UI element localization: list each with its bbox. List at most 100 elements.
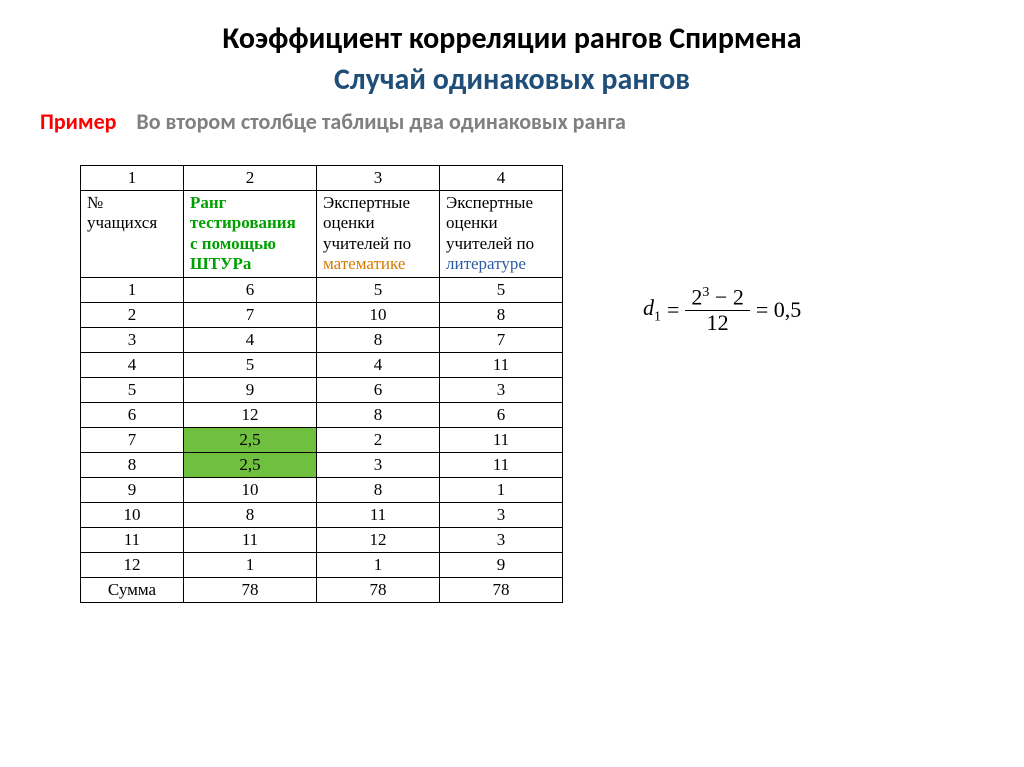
hdr3-l4: математике <box>323 254 405 273</box>
hdr3-l2: оценки <box>323 213 375 232</box>
table-cell: 12 <box>184 402 317 427</box>
hdr4-l2: оценки <box>446 213 498 232</box>
table-wrap: 1 2 3 4 № учащихся Ранг тестирования с п… <box>80 165 563 603</box>
table-cell: 4 <box>317 352 440 377</box>
table-cell: 8 <box>81 452 184 477</box>
table-cell: 11 <box>317 502 440 527</box>
table-cell: 8 <box>317 402 440 427</box>
colnum-2: 2 <box>184 166 317 191</box>
table-cell: 6 <box>440 402 563 427</box>
table-cell: 7 <box>440 327 563 352</box>
table-cell: 1 <box>317 552 440 577</box>
table-cell: 5 <box>184 352 317 377</box>
title-main: Коэффициент корреляции рангов Спирмена <box>40 20 984 57</box>
header-col2: Ранг тестирования с помощью ШТУРа <box>184 191 317 278</box>
table-cell: 9 <box>440 552 563 577</box>
table-cell: 11 <box>440 427 563 452</box>
formula: d1 = 23 − 2 12 = 0,5 <box>643 285 801 335</box>
num-base: 2 <box>691 284 702 309</box>
table-cell: 10 <box>184 477 317 502</box>
formula-den: 12 <box>701 311 735 335</box>
header-col4: Экспертные оценки учителей по литературе <box>440 191 563 278</box>
table-cell: 4 <box>184 327 317 352</box>
table-cell: 4 <box>81 352 184 377</box>
table-row: 61286 <box>81 402 563 427</box>
table-cell: 9 <box>81 477 184 502</box>
hdr3-l1: Экспертные <box>323 193 410 212</box>
formula-frac: 23 − 2 12 <box>685 285 749 335</box>
table-row: 108113 <box>81 502 563 527</box>
table-cell: 5 <box>440 277 563 302</box>
table-row: 72,5211 <box>81 427 563 452</box>
sum-col4: 78 <box>440 577 563 602</box>
formula-num: 23 − 2 <box>685 285 749 311</box>
table-cell: 2,5 <box>184 452 317 477</box>
table-cell: 6 <box>317 377 440 402</box>
table-cell: 11 <box>81 527 184 552</box>
table-row: 1111123 <box>81 527 563 552</box>
table-cell: 6 <box>184 277 317 302</box>
table-cell: 1 <box>440 477 563 502</box>
table-cell: 11 <box>440 452 563 477</box>
table-cell: 3 <box>440 377 563 402</box>
table-cell: 7 <box>81 427 184 452</box>
table-cell: 7 <box>184 302 317 327</box>
table-cell: 8 <box>317 477 440 502</box>
table-row: 27108 <box>81 302 563 327</box>
table-cell: 1 <box>81 277 184 302</box>
table-cell: 5 <box>81 377 184 402</box>
colnum-4: 4 <box>440 166 563 191</box>
table-row: 5963 <box>81 377 563 402</box>
table-sum-row: Сумма 78 78 78 <box>81 577 563 602</box>
formula-var: d <box>643 295 654 320</box>
ranks-table: 1 2 3 4 № учащихся Ранг тестирования с п… <box>80 165 563 603</box>
header-col1: № учащихся <box>81 191 184 278</box>
table-cell: 8 <box>317 327 440 352</box>
num-minus: − 2 <box>709 284 743 309</box>
hdr4-l1: Экспертные <box>446 193 533 212</box>
table-row: 45411 <box>81 352 563 377</box>
sum-col3: 78 <box>317 577 440 602</box>
table-row: 91081 <box>81 477 563 502</box>
table-cell: 10 <box>317 302 440 327</box>
header-col3: Экспертные оценки учителей по математике <box>317 191 440 278</box>
table-row: 3487 <box>81 327 563 352</box>
table-header-row: № учащихся Ранг тестирования с помощью Ш… <box>81 191 563 278</box>
content-row: 1 2 3 4 № учащихся Ранг тестирования с п… <box>40 165 984 603</box>
example-label: Пример <box>40 108 116 135</box>
colnum-1: 1 <box>81 166 184 191</box>
table-cell: 9 <box>184 377 317 402</box>
table-row: 1655 <box>81 277 563 302</box>
table-colnum-row: 1 2 3 4 <box>81 166 563 191</box>
table-row: 12119 <box>81 552 563 577</box>
hdr2-l1: Ранг <box>190 193 226 212</box>
hdr2-l3: с помощью <box>190 234 276 253</box>
hdr3-l3: учителей по <box>323 234 411 253</box>
table-cell: 8 <box>184 502 317 527</box>
hdr4-l3: учителей по <box>446 234 534 253</box>
formula-eq2: = 0,5 <box>756 297 801 323</box>
table-cell: 2 <box>317 427 440 452</box>
table-cell: 3 <box>81 327 184 352</box>
table-cell: 3 <box>440 527 563 552</box>
title-sub: Случай одинаковых рангов <box>40 61 984 98</box>
formula-sub: 1 <box>654 309 661 324</box>
table-cell: 11 <box>184 527 317 552</box>
table-cell: 1 <box>184 552 317 577</box>
example-text: Во втором столбце таблицы два одинаковых… <box>136 108 626 135</box>
sum-label: Сумма <box>81 577 184 602</box>
hdr4-l4: литературе <box>446 254 526 273</box>
table-cell: 2,5 <box>184 427 317 452</box>
table-cell: 2 <box>81 302 184 327</box>
table-cell: 12 <box>81 552 184 577</box>
table-cell: 12 <box>317 527 440 552</box>
table-cell: 5 <box>317 277 440 302</box>
sum-col2: 78 <box>184 577 317 602</box>
hdr2-l4: ШТУРа <box>190 254 251 273</box>
table-cell: 3 <box>440 502 563 527</box>
colnum-3: 3 <box>317 166 440 191</box>
table-cell: 3 <box>317 452 440 477</box>
table-cell: 8 <box>440 302 563 327</box>
table-cell: 10 <box>81 502 184 527</box>
formula-lhs: d1 <box>643 295 661 325</box>
